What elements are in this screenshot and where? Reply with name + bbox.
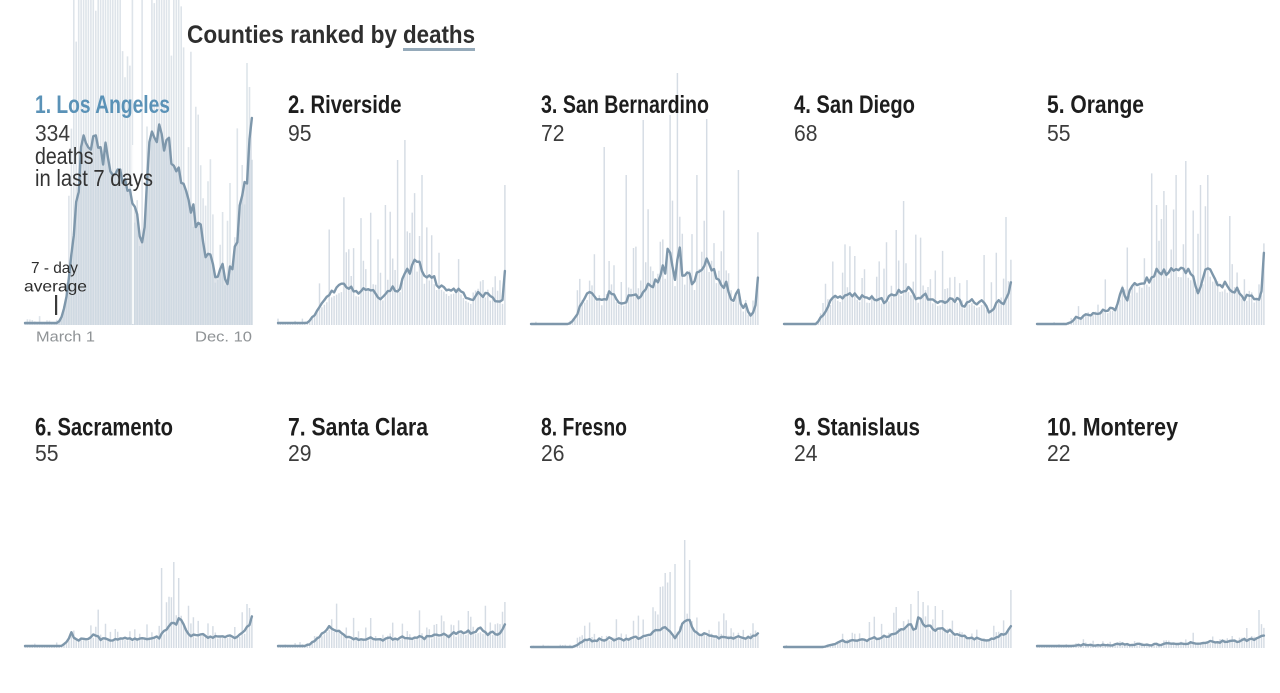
svg-text:55: 55	[35, 440, 59, 466]
svg-text:deaths: deaths	[403, 21, 475, 49]
svg-text:26: 26	[541, 440, 565, 466]
svg-text:334: 334	[35, 120, 70, 146]
svg-text:1. Los Angeles: 1. Los Angeles	[35, 91, 170, 119]
svg-text:Dec. 10: Dec. 10	[195, 329, 252, 346]
svg-text:8. Fresno: 8. Fresno	[541, 414, 627, 442]
svg-text:average: average	[24, 279, 87, 296]
svg-text:10. Monterey: 10. Monterey	[1047, 414, 1178, 442]
svg-text:5. Orange: 5. Orange	[1047, 91, 1144, 119]
svg-text:72: 72	[541, 120, 565, 146]
svg-text:22: 22	[1047, 440, 1071, 466]
svg-text:29: 29	[288, 440, 312, 466]
svg-text:2. Riverside: 2. Riverside	[288, 91, 402, 119]
svg-text:4. San Diego: 4. San Diego	[794, 91, 915, 119]
svg-text:7. Santa Clara: 7. Santa Clara	[288, 414, 429, 442]
svg-text:6. Sacramento: 6. Sacramento	[35, 414, 173, 442]
svg-text:55: 55	[1047, 120, 1071, 146]
svg-text:9. Stanislaus: 9. Stanislaus	[794, 414, 920, 442]
svg-text:24: 24	[794, 440, 818, 466]
svg-text:deaths: deaths	[35, 143, 94, 169]
svg-text:68: 68	[794, 120, 818, 146]
svg-text:March 1: March 1	[36, 329, 95, 346]
svg-text:Counties ranked by: Counties ranked by	[187, 21, 397, 49]
svg-text:95: 95	[288, 120, 312, 146]
svg-text:3. San Bernardino: 3. San Bernardino	[541, 91, 709, 119]
svg-text:7 - day: 7 - day	[31, 260, 78, 277]
svg-text:in last 7 days: in last 7 days	[35, 165, 153, 191]
